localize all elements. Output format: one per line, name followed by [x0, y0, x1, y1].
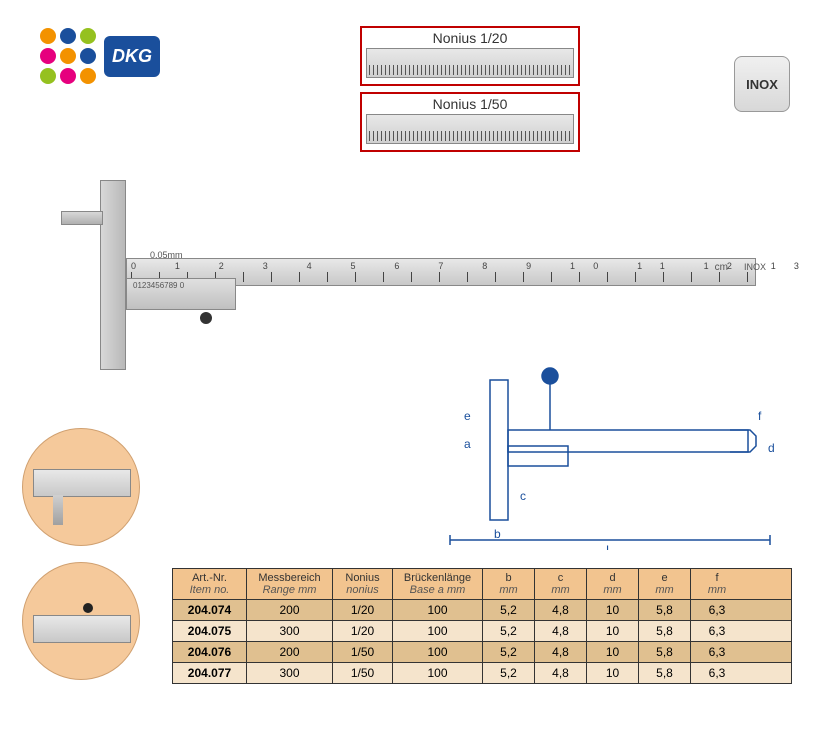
table-cell: 4,8 [535, 600, 587, 620]
table-cell: 4,8 [535, 621, 587, 641]
table-cell: 1/20 [333, 600, 393, 620]
table-cell: 300 [247, 663, 333, 683]
table-header: Art.-Nr.Item no.MessbereichRange mmNoniu… [173, 569, 791, 599]
table-row: 204.0742001/201005,24,8105,86,3 [173, 599, 791, 620]
table-row: 204.0773001/501005,24,8105,86,3 [173, 662, 791, 683]
detail-circles [22, 428, 140, 696]
logo-dot [60, 68, 76, 84]
table-cell: 5,8 [639, 621, 691, 641]
table-cell: 5,2 [483, 642, 535, 662]
table-cell: 200 [247, 600, 333, 620]
table-header-cell: dmm [587, 569, 639, 599]
table-header-cell: cmm [535, 569, 587, 599]
logo-area: DKG [40, 28, 160, 84]
nonius-box-1-20: Nonius 1/20 [360, 26, 580, 86]
table-cell: 10 [587, 642, 639, 662]
table-cell: 10 [587, 621, 639, 641]
logo-dots [40, 28, 96, 84]
diagram-label-b: b [494, 527, 501, 541]
table-cell: 1/50 [333, 642, 393, 662]
nonius-label-2: Nonius 1/50 [362, 94, 578, 112]
table-row: 204.0762001/501005,24,8105,86,3 [173, 641, 791, 662]
table-cell: 5,2 [483, 663, 535, 683]
logo-dot [80, 28, 96, 44]
diagram-label-c: c [520, 489, 526, 503]
diagram-label-L: L [606, 543, 613, 550]
diagram-label-e: e [464, 409, 471, 423]
logo-dot [40, 68, 56, 84]
table-cell: 204.074 [173, 600, 247, 620]
table-header-cell: bmm [483, 569, 535, 599]
table-cell: 5,2 [483, 600, 535, 620]
technical-diagram: e a c b f d L [430, 340, 790, 550]
table-cell: 6,3 [691, 663, 743, 683]
caliper-bridge [100, 180, 126, 370]
table-cell: 100 [393, 642, 483, 662]
logo-dot [80, 68, 96, 84]
table-cell: 6,3 [691, 600, 743, 620]
table-cell: 5,8 [639, 663, 691, 683]
spec-table: Art.-Nr.Item no.MessbereichRange mmNoniu… [172, 568, 792, 684]
detail-circle-1 [22, 428, 140, 546]
caliper-slider: 0123456789 0 [126, 278, 236, 310]
table-header-cell: BrückenlängeBase a mm [393, 569, 483, 599]
table-cell: 204.075 [173, 621, 247, 641]
inox-badge: INOX [734, 56, 790, 112]
table-cell: 100 [393, 621, 483, 641]
table-cell: 1/20 [333, 621, 393, 641]
table-cell: 4,8 [535, 642, 587, 662]
logo-dot [60, 28, 76, 44]
caliper-material-label: INOX [744, 262, 766, 272]
table-cell: 5,2 [483, 621, 535, 641]
caliper-precision-label: 0.05mm [150, 250, 183, 260]
nonius-scale-1 [366, 48, 574, 78]
table-cell: 10 [587, 663, 639, 683]
table-cell: 200 [247, 642, 333, 662]
nonius-label-1: Nonius 1/20 [362, 28, 578, 46]
table-cell: 100 [393, 600, 483, 620]
detail-circle-2 [22, 562, 140, 680]
nonius-scale-2 [366, 114, 574, 144]
diagram-label-d: d [768, 441, 775, 455]
dkg-logo: DKG [104, 36, 160, 77]
diagram-label-f: f [758, 409, 762, 423]
table-header-cell: Noniusnonius [333, 569, 393, 599]
logo-dot [40, 28, 56, 44]
table-cell: 100 [393, 663, 483, 683]
caliper-unit-label: cm [715, 262, 728, 273]
table-cell: 4,8 [535, 663, 587, 683]
table-header-cell: fmm [691, 569, 743, 599]
caliper-knob [200, 312, 212, 324]
table-cell: 10 [587, 600, 639, 620]
table-header-cell: Art.-Nr.Item no. [173, 569, 247, 599]
logo-dot [40, 48, 56, 64]
logo-dot [60, 48, 76, 64]
table-cell: 6,3 [691, 642, 743, 662]
table-cell: 1/50 [333, 663, 393, 683]
table-cell: 204.076 [173, 642, 247, 662]
table-cell: 300 [247, 621, 333, 641]
table-header-cell: MessbereichRange mm [247, 569, 333, 599]
logo-dot [80, 48, 96, 64]
diagram-label-a: a [464, 437, 471, 451]
table-body: 204.0742001/201005,24,8105,86,3204.07530… [173, 599, 791, 683]
table-cell: 5,8 [639, 642, 691, 662]
caliper-slider-text: 0123456789 0 [127, 279, 235, 292]
nonius-box-1-50: Nonius 1/50 [360, 92, 580, 152]
table-row: 204.0753001/201005,24,8105,86,3 [173, 620, 791, 641]
table-header-cell: emm [639, 569, 691, 599]
table-cell: 6,3 [691, 621, 743, 641]
table-cell: 204.077 [173, 663, 247, 683]
table-cell: 5,8 [639, 600, 691, 620]
